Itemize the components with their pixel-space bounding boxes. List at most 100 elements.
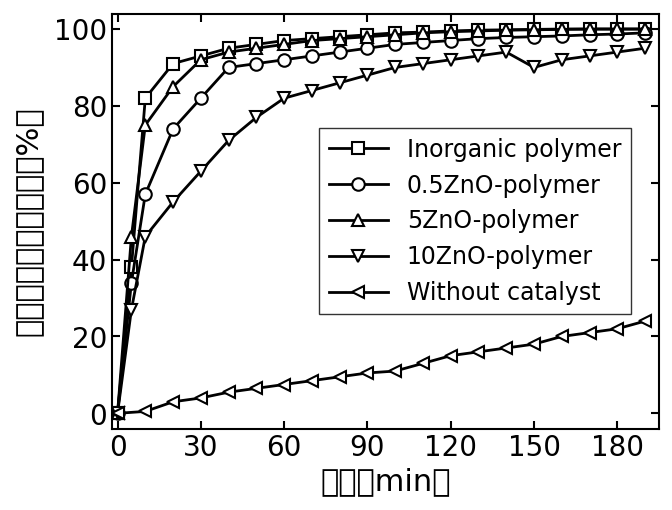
Inorganic polymer xyxy=(114,411,122,417)
10ZnO-polymer xyxy=(280,95,288,101)
10ZnO-polymer xyxy=(224,138,233,144)
5ZnO-polymer xyxy=(557,27,565,33)
0.5ZnO-polymer xyxy=(335,49,343,56)
0.5ZnO-polymer xyxy=(196,95,204,101)
0.5ZnO-polymer xyxy=(474,36,482,42)
5ZnO-polymer xyxy=(308,38,316,44)
5ZnO-polymer xyxy=(474,28,482,34)
10ZnO-polymer xyxy=(446,57,454,63)
Without catalyst xyxy=(141,409,149,415)
Line: 0.5ZnO-polymer: 0.5ZnO-polymer xyxy=(111,27,650,420)
0.5ZnO-polymer xyxy=(308,53,316,59)
Inorganic polymer xyxy=(335,34,343,40)
Inorganic polymer xyxy=(585,26,593,32)
0.5ZnO-polymer xyxy=(640,30,648,36)
5ZnO-polymer xyxy=(612,26,620,32)
Without catalyst xyxy=(474,349,482,355)
Line: Inorganic polymer: Inorganic polymer xyxy=(111,23,650,420)
Inorganic polymer xyxy=(169,61,177,67)
0.5ZnO-polymer xyxy=(390,41,398,47)
Inorganic polymer xyxy=(127,264,135,270)
0.5ZnO-polymer xyxy=(280,57,288,63)
Without catalyst xyxy=(363,370,371,376)
5ZnO-polymer xyxy=(196,57,204,63)
5ZnO-polymer xyxy=(419,30,427,36)
5ZnO-polymer xyxy=(446,29,454,35)
Without catalyst xyxy=(114,411,122,417)
10ZnO-polymer xyxy=(196,168,204,174)
10ZnO-polymer xyxy=(612,49,620,56)
10ZnO-polymer xyxy=(640,45,648,52)
10ZnO-polymer xyxy=(114,411,122,417)
Without catalyst xyxy=(612,326,620,332)
10ZnO-polymer xyxy=(141,234,149,240)
10ZnO-polymer xyxy=(127,307,135,313)
Inorganic polymer xyxy=(474,28,482,34)
0.5ZnO-polymer xyxy=(530,34,538,40)
Y-axis label: 刚果红染料的降解率（%）: 刚果红染料的降解率（%） xyxy=(14,107,43,336)
Inorganic polymer xyxy=(363,32,371,38)
5ZnO-polymer xyxy=(530,27,538,33)
Line: 5ZnO-polymer: 5ZnO-polymer xyxy=(111,23,650,420)
Without catalyst xyxy=(224,389,233,395)
5ZnO-polymer xyxy=(141,122,149,129)
Without catalyst xyxy=(640,318,648,324)
Without catalyst xyxy=(446,353,454,359)
5ZnO-polymer xyxy=(224,49,233,56)
Inorganic polymer xyxy=(390,30,398,36)
Line: 10ZnO-polymer: 10ZnO-polymer xyxy=(111,42,650,420)
10ZnO-polymer xyxy=(557,57,565,63)
5ZnO-polymer xyxy=(585,26,593,32)
Inorganic polymer xyxy=(530,27,538,33)
5ZnO-polymer xyxy=(280,41,288,47)
5ZnO-polymer xyxy=(114,411,122,417)
5ZnO-polymer xyxy=(127,234,135,240)
0.5ZnO-polymer xyxy=(114,411,122,417)
5ZnO-polymer xyxy=(501,28,509,34)
0.5ZnO-polymer xyxy=(446,38,454,44)
Legend: Inorganic polymer, 0.5ZnO-polymer, 5ZnO-polymer, 10ZnO-polymer, Without catalyst: Inorganic polymer, 0.5ZnO-polymer, 5ZnO-… xyxy=(319,129,630,314)
5ZnO-polymer xyxy=(335,36,343,42)
0.5ZnO-polymer xyxy=(224,65,233,71)
10ZnO-polymer xyxy=(501,49,509,56)
5ZnO-polymer xyxy=(363,34,371,40)
Without catalyst xyxy=(390,368,398,374)
Inorganic polymer xyxy=(446,28,454,34)
10ZnO-polymer xyxy=(308,88,316,94)
0.5ZnO-polymer xyxy=(141,191,149,197)
Without catalyst xyxy=(169,399,177,405)
Without catalyst xyxy=(280,381,288,388)
0.5ZnO-polymer xyxy=(419,40,427,46)
0.5ZnO-polymer xyxy=(252,61,260,67)
Without catalyst xyxy=(557,334,565,340)
10ZnO-polymer xyxy=(585,53,593,59)
Inorganic polymer xyxy=(196,53,204,59)
X-axis label: 时间（min）: 时间（min） xyxy=(320,467,450,496)
Without catalyst xyxy=(585,329,593,336)
10ZnO-polymer xyxy=(390,65,398,71)
Inorganic polymer xyxy=(224,45,233,52)
0.5ZnO-polymer xyxy=(612,31,620,37)
5ZnO-polymer xyxy=(390,32,398,38)
Without catalyst xyxy=(501,345,509,351)
5ZnO-polymer xyxy=(252,45,260,52)
10ZnO-polymer xyxy=(530,65,538,71)
0.5ZnO-polymer xyxy=(363,45,371,52)
Inorganic polymer xyxy=(280,38,288,44)
10ZnO-polymer xyxy=(419,61,427,67)
10ZnO-polymer xyxy=(169,199,177,205)
Inorganic polymer xyxy=(640,26,648,32)
Without catalyst xyxy=(196,395,204,401)
Inorganic polymer xyxy=(252,41,260,47)
Without catalyst xyxy=(335,374,343,380)
Inorganic polymer xyxy=(419,29,427,35)
10ZnO-polymer xyxy=(363,72,371,79)
0.5ZnO-polymer xyxy=(585,32,593,38)
Inorganic polymer xyxy=(141,95,149,101)
Inorganic polymer xyxy=(557,26,565,32)
Without catalyst xyxy=(419,361,427,367)
Without catalyst xyxy=(308,378,316,384)
0.5ZnO-polymer xyxy=(169,126,177,132)
10ZnO-polymer xyxy=(474,53,482,59)
Inorganic polymer xyxy=(308,36,316,42)
